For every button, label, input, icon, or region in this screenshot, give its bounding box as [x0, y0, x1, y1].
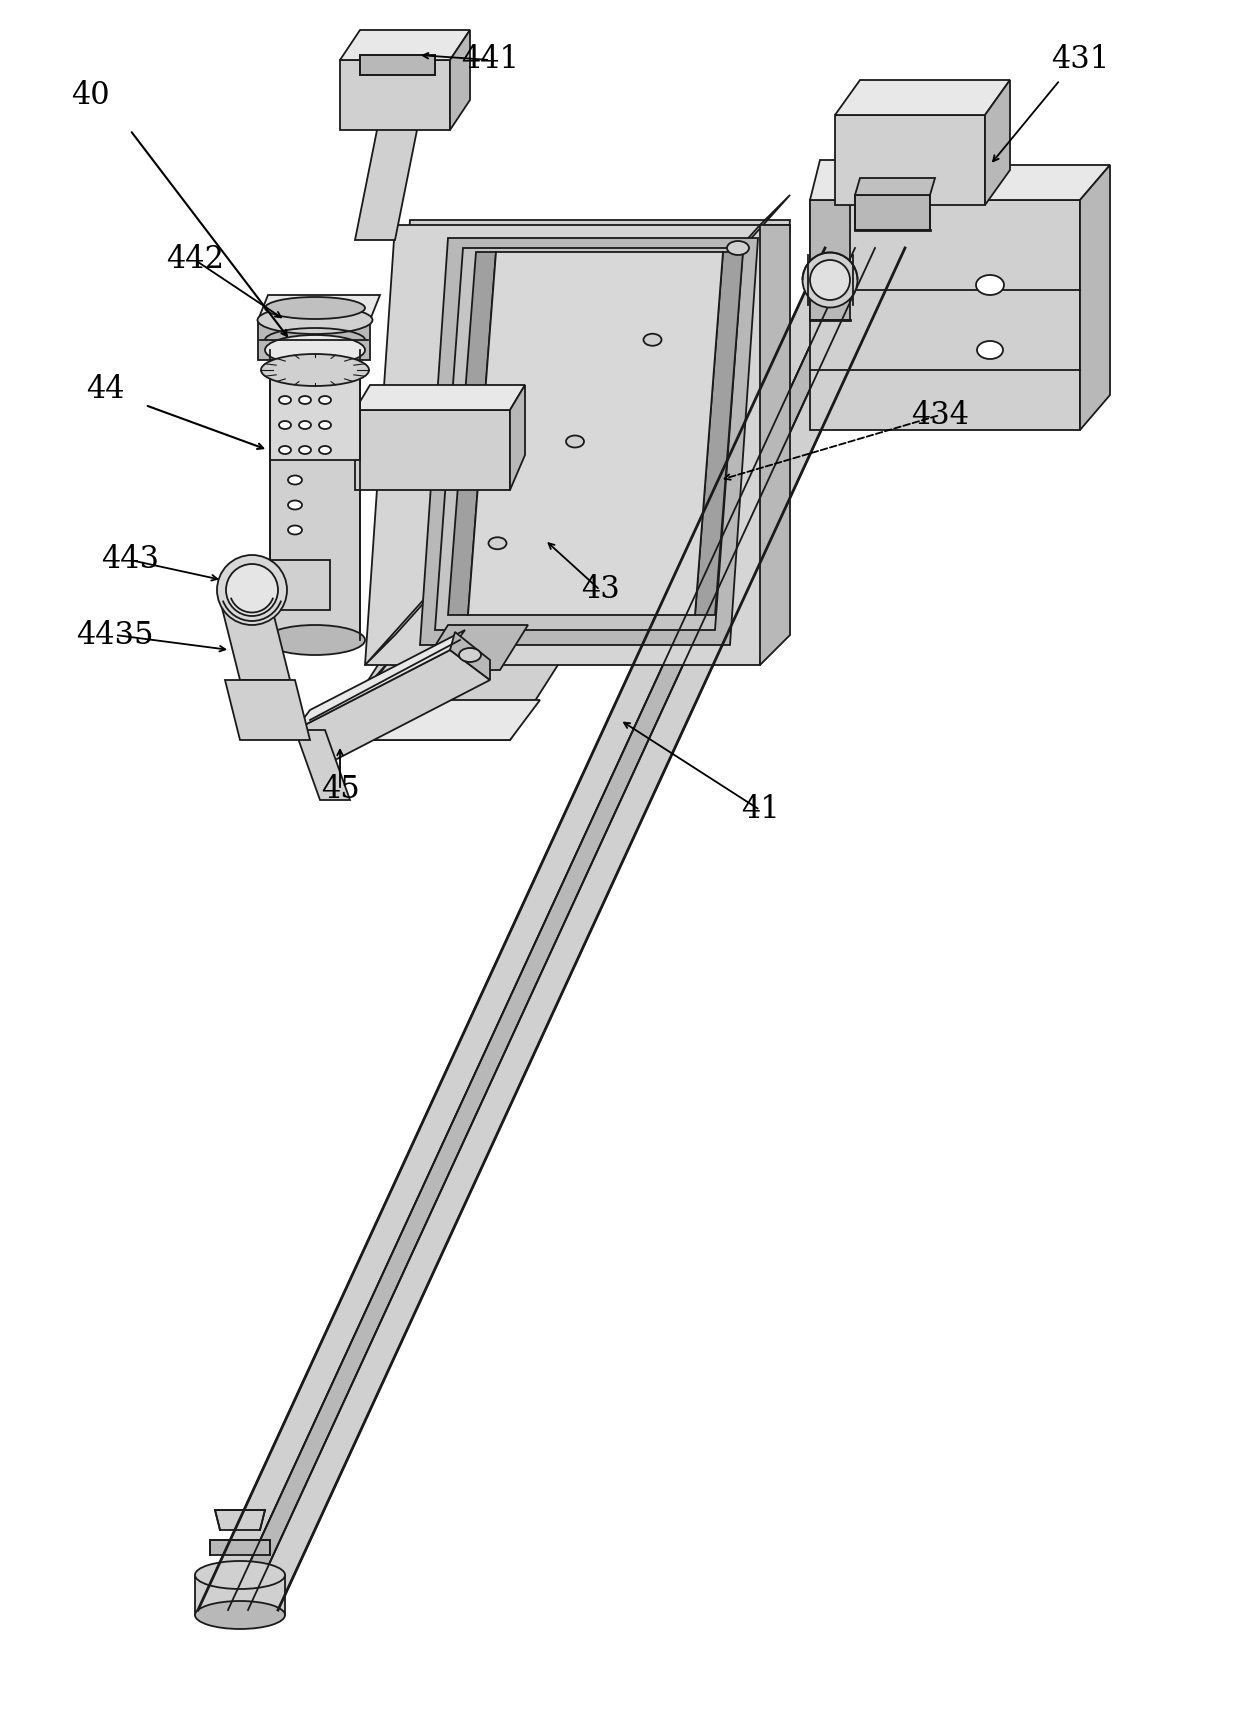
Polygon shape	[295, 730, 350, 800]
Polygon shape	[340, 60, 450, 129]
Polygon shape	[1080, 166, 1110, 430]
Ellipse shape	[644, 333, 661, 345]
Text: 4435: 4435	[76, 619, 154, 650]
Polygon shape	[450, 361, 711, 640]
Polygon shape	[435, 248, 743, 630]
Polygon shape	[460, 367, 698, 624]
Ellipse shape	[226, 564, 278, 616]
Polygon shape	[420, 369, 720, 661]
Polygon shape	[365, 195, 790, 666]
Ellipse shape	[299, 447, 311, 454]
Ellipse shape	[299, 421, 311, 430]
Polygon shape	[379, 109, 425, 116]
Text: 40: 40	[71, 79, 109, 110]
Polygon shape	[270, 561, 330, 611]
Text: 431: 431	[1050, 45, 1109, 76]
Polygon shape	[835, 79, 1011, 116]
Ellipse shape	[977, 342, 1003, 359]
Polygon shape	[450, 631, 490, 680]
Polygon shape	[835, 116, 985, 205]
Polygon shape	[198, 248, 856, 1609]
Ellipse shape	[299, 397, 311, 404]
Ellipse shape	[802, 252, 858, 307]
Polygon shape	[295, 650, 490, 761]
Polygon shape	[810, 200, 849, 321]
Polygon shape	[248, 248, 905, 1609]
Polygon shape	[985, 79, 1011, 205]
Ellipse shape	[727, 242, 749, 255]
Ellipse shape	[288, 500, 303, 509]
Text: 442: 442	[166, 245, 224, 276]
Polygon shape	[355, 411, 510, 490]
Polygon shape	[760, 224, 790, 666]
Polygon shape	[810, 200, 1080, 430]
Ellipse shape	[565, 435, 584, 447]
Polygon shape	[420, 369, 720, 700]
Text: 45: 45	[321, 775, 360, 806]
Polygon shape	[420, 624, 528, 669]
Polygon shape	[219, 569, 270, 600]
Polygon shape	[650, 367, 698, 611]
Ellipse shape	[288, 526, 303, 535]
Polygon shape	[330, 700, 539, 740]
Polygon shape	[365, 224, 790, 666]
Ellipse shape	[810, 260, 849, 300]
Polygon shape	[810, 160, 861, 200]
Text: 44: 44	[86, 374, 124, 405]
Polygon shape	[270, 350, 360, 640]
Polygon shape	[215, 1509, 265, 1530]
Polygon shape	[330, 661, 391, 740]
Polygon shape	[340, 29, 470, 60]
Ellipse shape	[265, 335, 365, 366]
Polygon shape	[295, 630, 465, 730]
Text: 443: 443	[100, 545, 159, 576]
Polygon shape	[510, 385, 525, 490]
Polygon shape	[195, 1575, 285, 1615]
Polygon shape	[219, 600, 290, 680]
Ellipse shape	[265, 297, 365, 319]
Ellipse shape	[260, 354, 370, 386]
Ellipse shape	[489, 536, 506, 549]
Ellipse shape	[319, 421, 331, 430]
Ellipse shape	[217, 555, 286, 624]
Ellipse shape	[195, 1601, 285, 1628]
Polygon shape	[355, 116, 420, 240]
Polygon shape	[810, 166, 1110, 200]
Polygon shape	[379, 221, 790, 650]
Polygon shape	[420, 238, 758, 645]
Ellipse shape	[195, 1561, 285, 1589]
Polygon shape	[448, 252, 496, 616]
Ellipse shape	[258, 305, 372, 335]
Polygon shape	[210, 1540, 270, 1554]
Polygon shape	[270, 369, 360, 461]
Ellipse shape	[279, 421, 291, 430]
Polygon shape	[258, 321, 370, 361]
Ellipse shape	[279, 397, 291, 404]
Polygon shape	[470, 367, 518, 611]
Polygon shape	[450, 29, 470, 129]
Polygon shape	[420, 329, 720, 661]
Text: 41: 41	[740, 795, 780, 826]
Ellipse shape	[279, 447, 291, 454]
Ellipse shape	[288, 476, 303, 485]
Polygon shape	[355, 385, 525, 411]
Polygon shape	[467, 252, 723, 616]
Text: 441: 441	[461, 45, 520, 76]
Ellipse shape	[976, 274, 1004, 295]
Polygon shape	[694, 252, 743, 616]
Ellipse shape	[265, 624, 365, 656]
Text: 43: 43	[580, 574, 619, 605]
Ellipse shape	[319, 447, 331, 454]
Polygon shape	[856, 195, 930, 229]
Polygon shape	[224, 680, 310, 740]
Polygon shape	[228, 248, 875, 1609]
Ellipse shape	[319, 397, 331, 404]
Polygon shape	[330, 380, 740, 740]
Text: 434: 434	[911, 400, 968, 431]
Polygon shape	[360, 55, 435, 74]
Polygon shape	[258, 295, 379, 321]
Polygon shape	[856, 178, 935, 195]
Ellipse shape	[459, 649, 481, 662]
